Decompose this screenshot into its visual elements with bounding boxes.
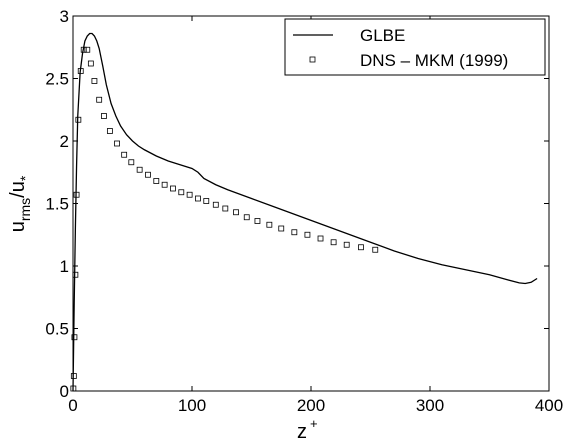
data-point-dns [358, 244, 364, 251]
data-point-dns [114, 140, 120, 147]
data-point-dns [77, 68, 84, 74]
y-tick-label: 0 [60, 382, 69, 401]
data-point-dns [330, 239, 337, 246]
series-line-glbe [72, 32, 538, 392]
y-tick-label: 1.5 [45, 195, 69, 214]
y-axis-ticks: 0 0.5 1 1.5 2 2.5 3 [45, 7, 549, 401]
y-tick-label: 0.5 [45, 320, 69, 339]
data-point-dns [106, 128, 113, 134]
data-point-dns [84, 46, 91, 53]
data-point-dns [75, 116, 82, 123]
x-axis-ticks: 0 100 200 300 400 [68, 16, 563, 415]
data-point-dns [80, 46, 87, 53]
data-point-dns [91, 78, 98, 84]
data-point-dns [70, 373, 77, 379]
y-axis-label: urms/u* [7, 175, 33, 232]
data-point-dns [72, 271, 79, 278]
data-point-dns [291, 229, 298, 236]
data-point-dns [372, 246, 379, 253]
data-point-dns [87, 60, 94, 67]
data-point-dns [278, 225, 285, 232]
data-point-dns [73, 191, 80, 198]
x-axis-label-main: z [297, 421, 307, 442]
data-point-dns [145, 171, 151, 178]
data-point-dns [266, 221, 273, 228]
data-point-dns [222, 205, 229, 212]
data-point-dns [186, 191, 193, 198]
y-axis-label-main: u [7, 221, 29, 232]
x-tick-label: 100 [178, 396, 206, 415]
x-axis-label-sup: + [310, 416, 318, 431]
legend-box [284, 18, 546, 76]
x-tick-label: 200 [297, 396, 325, 415]
data-point-dns [70, 385, 77, 392]
data-point-dns [136, 166, 143, 173]
data-point-dns [121, 151, 128, 158]
data-point-dns [254, 218, 261, 224]
data-point-dns [161, 181, 168, 188]
legend-label-glbe: GLBE [360, 26, 405, 45]
y-axis-label-mid: /u [7, 181, 29, 198]
y-tick-label: 3 [60, 7, 69, 26]
svg-text:urms/u*: urms/u* [7, 175, 33, 232]
y-tick-label: 2.5 [45, 70, 69, 89]
data-point-dns [317, 235, 324, 242]
x-tick-label: 0 [68, 396, 77, 415]
plot-area [72, 15, 550, 392]
y-tick-label: 2 [60, 132, 69, 151]
data-point-dns [212, 201, 219, 208]
data-point-dns [101, 113, 107, 119]
x-tick-label: 300 [416, 396, 444, 415]
y-axis-label-sub: rms [17, 198, 33, 221]
data-point-dns [96, 96, 103, 103]
data-point-dns [243, 214, 250, 221]
data-point-dns [178, 189, 185, 196]
data-point-dns [203, 198, 210, 204]
data-point-dns [195, 195, 201, 202]
data-point-dns [170, 185, 176, 192]
series-layer [70, 32, 538, 392]
y-tick-label: 1 [60, 257, 69, 276]
x-tick-label: 400 [535, 396, 563, 415]
y-axis-label-sub2: * [17, 175, 33, 181]
data-point-dns [71, 334, 78, 341]
legend: GLBE DNS – MKM (1999) [284, 18, 546, 76]
data-point-dns [233, 209, 239, 216]
data-point-dns [304, 231, 311, 238]
legend-marker-sample [309, 56, 316, 63]
data-point-dns [128, 159, 135, 166]
x-axis-label: z + [297, 416, 318, 442]
data-point-dns [153, 178, 160, 184]
data-point-dns [343, 241, 350, 248]
legend-label-dns: DNS – MKM (1999) [360, 51, 508, 70]
